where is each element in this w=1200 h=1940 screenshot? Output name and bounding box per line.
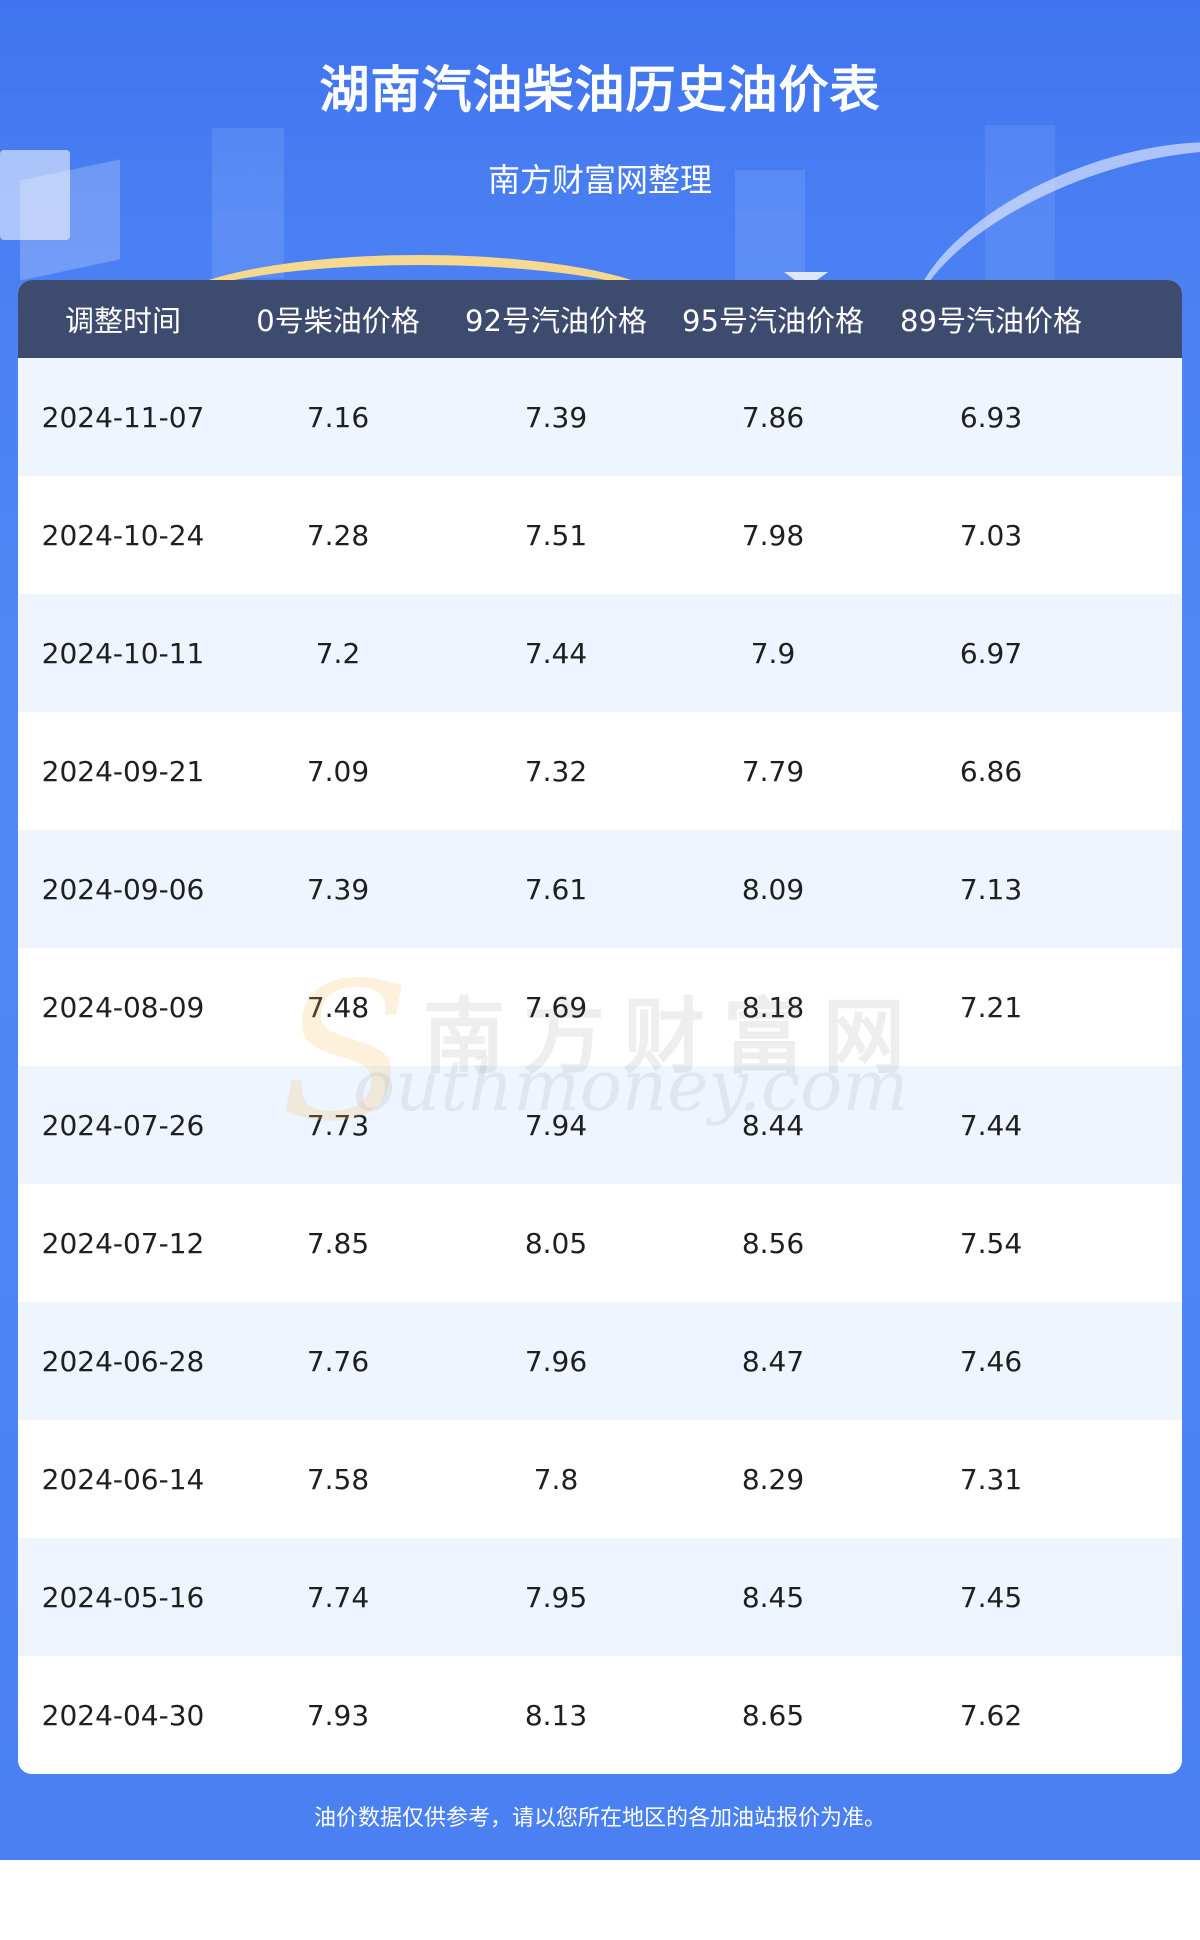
cell-gasoline-89: 6.93 [959, 400, 1023, 434]
cell-date: 2024-10-24 [41, 518, 205, 552]
cell-date: 2024-05-16 [41, 1580, 205, 1614]
building-decoration [985, 125, 1055, 285]
page-subtitle: 南方财富网整理 [487, 161, 712, 199]
column-header-date: 调整时间 [64, 304, 181, 338]
cell-diesel-0: 7.48 [306, 990, 370, 1024]
cell-diesel-0: 7.74 [306, 1580, 370, 1614]
cell-date: 2024-06-28 [41, 1344, 205, 1378]
cell-gasoline-95: 8.09 [741, 872, 805, 906]
cell-gasoline-92: 8.13 [524, 1698, 588, 1732]
cell-date: 2024-06-14 [41, 1462, 205, 1496]
cell-diesel-0: 7.16 [306, 400, 370, 434]
cell-gasoline-92: 8.05 [524, 1226, 588, 1260]
table-row: 2024-10-11 7.2 7.44 7.9 6.97 [18, 594, 1182, 712]
cell-gasoline-92: 7.96 [524, 1344, 588, 1378]
cell-gasoline-89: 7.45 [959, 1580, 1023, 1614]
table-row: 2024-07-12 7.85 8.05 8.56 7.54 [18, 1184, 1182, 1302]
cell-gasoline-89: 7.21 [959, 990, 1023, 1024]
cell-diesel-0: 7.58 [306, 1462, 370, 1496]
cell-gasoline-92: 7.51 [524, 518, 588, 552]
cell-gasoline-89: 7.13 [959, 872, 1023, 906]
table-row: 2024-09-21 7.09 7.32 7.79 6.86 [18, 712, 1182, 830]
table-header-row: 调整时间 0号柴油价格 92号汽油价格 95号汽油价格 89号汽油价格 [18, 280, 1182, 358]
cell-gasoline-92: 7.32 [524, 754, 588, 788]
price-table-card: 调整时间 0号柴油价格 92号汽油价格 95号汽油价格 89号汽油价格 2024… [18, 280, 1182, 1774]
cell-gasoline-95: 8.44 [741, 1108, 805, 1142]
cell-gasoline-89: 7.46 [959, 1344, 1023, 1378]
disclaimer-note: 油价数据仅供参考，请以您所在地区的各加油站报价为准。 [313, 1806, 886, 1831]
cell-gasoline-89: 6.86 [959, 754, 1023, 788]
cell-gasoline-92: 7.8 [533, 1462, 579, 1496]
cell-diesel-0: 7.93 [306, 1698, 370, 1732]
cell-gasoline-95: 7.98 [741, 518, 805, 552]
table-row: 2024-06-28 7.76 7.96 8.47 7.46 [18, 1302, 1182, 1420]
cell-gasoline-95: 7.9 [750, 636, 796, 670]
cell-gasoline-89: 7.31 [959, 1462, 1023, 1496]
cell-gasoline-95: 7.86 [741, 400, 805, 434]
table-row: 2024-11-07 7.16 7.39 7.86 6.93 [18, 358, 1182, 476]
table-row: 2024-10-24 7.28 7.51 7.98 7.03 [18, 476, 1182, 594]
cell-diesel-0: 7.28 [306, 518, 370, 552]
cell-date: 2024-09-21 [41, 754, 205, 788]
cell-gasoline-92: 7.94 [524, 1108, 588, 1142]
cell-diesel-0: 7.09 [306, 754, 370, 788]
cell-diesel-0: 7.2 [315, 636, 361, 670]
cell-gasoline-89: 7.03 [959, 518, 1023, 552]
table-row: 2024-07-26 7.73 7.94 8.44 7.44 [18, 1066, 1182, 1184]
table-row: 2024-09-06 7.39 7.61 8.09 7.13 [18, 830, 1182, 948]
cell-gasoline-95: 8.47 [741, 1344, 805, 1378]
cell-date: 2024-08-09 [41, 990, 205, 1024]
cell-gasoline-95: 8.45 [741, 1580, 805, 1614]
cell-gasoline-95: 8.56 [741, 1226, 805, 1260]
cell-diesel-0: 7.73 [306, 1108, 370, 1142]
column-header-gasoline-95: 95号汽油价格 [682, 304, 864, 338]
cell-gasoline-95: 8.65 [741, 1698, 805, 1732]
cell-date: 2024-07-12 [41, 1226, 205, 1260]
table-body: 2024-11-07 7.16 7.39 7.86 6.93 2024-10-24 7.28… [18, 358, 1182, 1774]
cell-gasoline-89: 7.62 [959, 1698, 1023, 1732]
poster-background: 湖南汽油柴油历史油价表 南方财富网整理 调整时间 0号柴油价格 92号汽油价格 … [0, 0, 1200, 1860]
page-title: 湖南汽油柴油历史油价表 [319, 61, 881, 119]
cell-gasoline-92: 7.61 [524, 872, 588, 906]
cell-gasoline-95: 8.29 [741, 1462, 805, 1496]
table-row: 2024-05-16 7.74 7.95 8.45 7.45 [18, 1538, 1182, 1656]
table-row: 2024-06-14 7.58 7.8 8.29 7.31 [18, 1420, 1182, 1538]
column-header-gasoline-92: 92号汽油价格 [465, 304, 647, 338]
cell-diesel-0: 7.76 [306, 1344, 370, 1378]
cell-date: 2024-07-26 [41, 1108, 205, 1142]
building-decoration [212, 128, 284, 278]
cell-date: 2024-04-30 [41, 1698, 205, 1732]
cell-diesel-0: 7.85 [306, 1226, 370, 1260]
table-row: 2024-04-30 7.93 8.13 8.65 7.62 [18, 1656, 1182, 1774]
cell-gasoline-92: 7.39 [524, 400, 588, 434]
cell-date: 2024-09-06 [41, 872, 205, 906]
cell-gasoline-92: 7.95 [524, 1580, 588, 1614]
column-header-diesel-0: 0号柴油价格 [256, 304, 420, 338]
cell-diesel-0: 7.39 [306, 872, 370, 906]
cell-gasoline-95: 8.18 [741, 990, 805, 1024]
column-header-gasoline-89: 89号汽油价格 [900, 304, 1082, 338]
cell-gasoline-89: 6.97 [959, 636, 1023, 670]
cell-gasoline-89: 7.54 [959, 1226, 1023, 1260]
cell-gasoline-92: 7.69 [524, 990, 588, 1024]
cell-gasoline-92: 7.44 [524, 636, 588, 670]
cell-date: 2024-10-11 [41, 636, 205, 670]
cell-gasoline-89: 7.44 [959, 1108, 1023, 1142]
cell-date: 2024-11-07 [41, 400, 205, 434]
table-row: 2024-08-09 7.48 7.69 8.18 7.21 [18, 948, 1182, 1066]
cell-gasoline-95: 7.79 [741, 754, 805, 788]
